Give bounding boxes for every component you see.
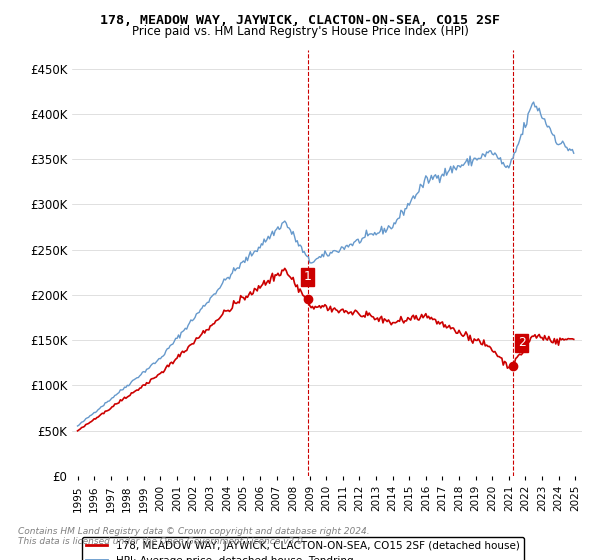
Text: Price paid vs. HM Land Registry's House Price Index (HPI): Price paid vs. HM Land Registry's House … [131, 25, 469, 38]
Text: 1: 1 [304, 270, 311, 283]
Legend: 178, MEADOW WAY, JAYWICK, CLACTON-ON-SEA, CO15 2SF (detached house), HPI: Averag: 178, MEADOW WAY, JAYWICK, CLACTON-ON-SEA… [82, 536, 524, 560]
Text: 2: 2 [518, 336, 526, 349]
Text: 178, MEADOW WAY, JAYWICK, CLACTON-ON-SEA, CO15 2SF: 178, MEADOW WAY, JAYWICK, CLACTON-ON-SEA… [100, 14, 500, 27]
Text: Contains HM Land Registry data © Crown copyright and database right 2024.
This d: Contains HM Land Registry data © Crown c… [18, 526, 370, 546]
